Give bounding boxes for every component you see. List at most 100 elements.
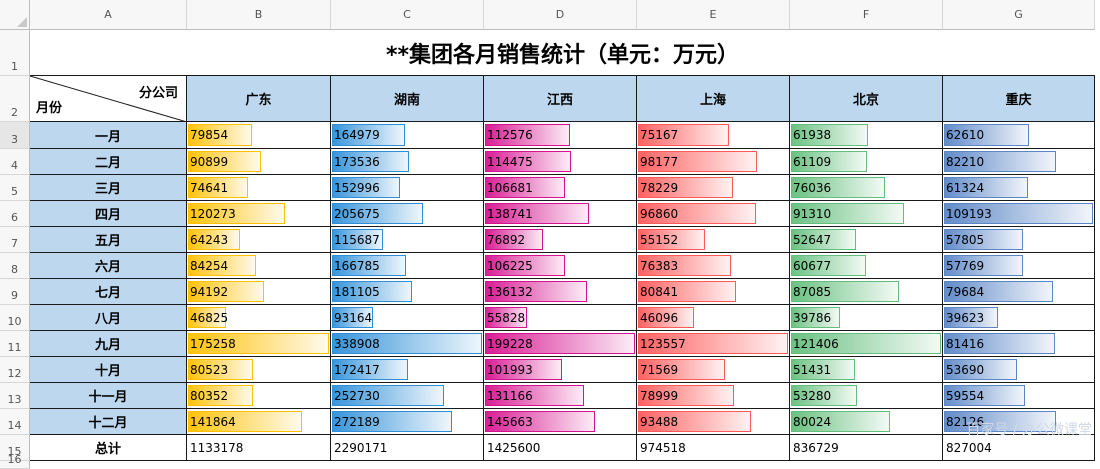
- sales-cell[interactable]: 57805: [943, 227, 1095, 253]
- row-header-11[interactable]: 11: [0, 331, 30, 357]
- month-label[interactable]: 七月: [30, 279, 187, 305]
- total-label[interactable]: 总计: [30, 435, 187, 461]
- row-header-6[interactable]: 6: [0, 201, 30, 227]
- sales-cell[interactable]: 61109: [790, 149, 943, 175]
- sales-cell[interactable]: 205675: [331, 201, 484, 227]
- sales-cell[interactable]: 173536: [331, 149, 484, 175]
- sales-cell[interactable]: 46096: [637, 305, 790, 331]
- total-value[interactable]: 974518: [637, 435, 790, 461]
- month-label[interactable]: 十月: [30, 357, 187, 383]
- sales-cell[interactable]: 61938: [790, 122, 943, 149]
- sales-cell[interactable]: 120273: [187, 201, 331, 227]
- sales-cell[interactable]: 164979: [331, 122, 484, 149]
- sales-cell[interactable]: 79854: [187, 122, 331, 149]
- month-label[interactable]: 四月: [30, 201, 187, 227]
- row-header-15[interactable]: 15: [0, 435, 30, 461]
- sales-cell[interactable]: 121406: [790, 331, 943, 357]
- sales-cell[interactable]: 78229: [637, 175, 790, 201]
- branch-header-5[interactable]: 北京: [790, 76, 943, 122]
- row-header-13[interactable]: 13: [0, 383, 30, 409]
- sales-cell[interactable]: 62610: [943, 122, 1095, 149]
- sales-cell[interactable]: 55828: [484, 305, 637, 331]
- row-header-10[interactable]: 10: [0, 305, 30, 331]
- sheet-title[interactable]: **集团各月销售统计（单元：万元）: [30, 30, 1095, 76]
- sales-cell[interactable]: 145663: [484, 409, 637, 435]
- sales-cell[interactable]: 59554: [943, 383, 1095, 409]
- month-label[interactable]: 十二月: [30, 409, 187, 435]
- sales-cell[interactable]: 90899: [187, 149, 331, 175]
- sales-cell[interactable]: 106681: [484, 175, 637, 201]
- total-value[interactable]: 827004: [943, 435, 1095, 461]
- sales-cell[interactable]: 131166: [484, 383, 637, 409]
- sales-cell[interactable]: 80352: [187, 383, 331, 409]
- sales-cell[interactable]: 199228: [484, 331, 637, 357]
- sales-cell[interactable]: 96860: [637, 201, 790, 227]
- row-header-2[interactable]: 2: [0, 76, 30, 122]
- sales-cell[interactable]: 51431: [790, 357, 943, 383]
- sales-cell[interactable]: 82126: [943, 409, 1095, 435]
- sales-cell[interactable]: 114475: [484, 149, 637, 175]
- sales-cell[interactable]: 61324: [943, 175, 1095, 201]
- select-all-corner[interactable]: [0, 0, 30, 30]
- sales-cell[interactable]: 94192: [187, 279, 331, 305]
- row-header-9[interactable]: 9: [0, 279, 30, 305]
- sales-cell[interactable]: 55152: [637, 227, 790, 253]
- sales-cell[interactable]: 39623: [943, 305, 1095, 331]
- month-label[interactable]: 九月: [30, 331, 187, 357]
- month-label[interactable]: 一月: [30, 122, 187, 149]
- month-label[interactable]: 八月: [30, 305, 187, 331]
- sales-cell[interactable]: 76383: [637, 253, 790, 279]
- row-header-5[interactable]: 5: [0, 175, 30, 201]
- sales-cell[interactable]: 252730: [331, 383, 484, 409]
- sales-cell[interactable]: 75167: [637, 122, 790, 149]
- sales-cell[interactable]: 181105: [331, 279, 484, 305]
- sales-cell[interactable]: 53690: [943, 357, 1095, 383]
- branch-header-1[interactable]: 广东: [187, 76, 331, 122]
- sales-cell[interactable]: 141864: [187, 409, 331, 435]
- branch-header-3[interactable]: 江西: [484, 76, 637, 122]
- sales-cell[interactable]: 112576: [484, 122, 637, 149]
- sales-cell[interactable]: 74641: [187, 175, 331, 201]
- row-header-7[interactable]: 7: [0, 227, 30, 253]
- month-label[interactable]: 五月: [30, 227, 187, 253]
- total-value[interactable]: 2290171: [331, 435, 484, 461]
- month-label[interactable]: 十一月: [30, 383, 187, 409]
- column-header-D[interactable]: D: [484, 0, 637, 30]
- sales-cell[interactable]: 109193: [943, 201, 1095, 227]
- sales-cell[interactable]: 64243: [187, 227, 331, 253]
- column-header-A[interactable]: A: [30, 0, 187, 30]
- sales-cell[interactable]: 76036: [790, 175, 943, 201]
- sales-cell[interactable]: 76892: [484, 227, 637, 253]
- sales-cell[interactable]: 93164: [331, 305, 484, 331]
- sales-cell[interactable]: 84254: [187, 253, 331, 279]
- sales-cell[interactable]: 79684: [943, 279, 1095, 305]
- sales-cell[interactable]: 80841: [637, 279, 790, 305]
- row-header-8[interactable]: 8: [0, 253, 30, 279]
- sales-cell[interactable]: 152996: [331, 175, 484, 201]
- sales-cell[interactable]: 338908: [331, 331, 484, 357]
- column-header-E[interactable]: E: [637, 0, 790, 30]
- row-header-1[interactable]: 1: [0, 30, 30, 76]
- sales-cell[interactable]: 101993: [484, 357, 637, 383]
- sales-cell[interactable]: 80523: [187, 357, 331, 383]
- sales-cell[interactable]: 46825: [187, 305, 331, 331]
- column-header-F[interactable]: F: [790, 0, 943, 30]
- branch-header-4[interactable]: 上海: [637, 76, 790, 122]
- row-header-4[interactable]: 4: [0, 149, 30, 175]
- sales-cell[interactable]: 98177: [637, 149, 790, 175]
- sales-cell[interactable]: 87085: [790, 279, 943, 305]
- sales-cell[interactable]: 166785: [331, 253, 484, 279]
- sales-cell[interactable]: 172417: [331, 357, 484, 383]
- diagonal-header-cell[interactable]: 分公司 月份: [30, 76, 187, 122]
- sales-cell[interactable]: 81416: [943, 331, 1095, 357]
- sales-cell[interactable]: 272189: [331, 409, 484, 435]
- sales-cell[interactable]: 115687: [331, 227, 484, 253]
- sales-cell[interactable]: 57769: [943, 253, 1095, 279]
- sales-cell[interactable]: 138741: [484, 201, 637, 227]
- sales-cell[interactable]: 52647: [790, 227, 943, 253]
- column-header-G[interactable]: G: [943, 0, 1095, 30]
- sales-cell[interactable]: 53280: [790, 383, 943, 409]
- month-label[interactable]: 六月: [30, 253, 187, 279]
- column-header-C[interactable]: C: [331, 0, 484, 30]
- row-header-14[interactable]: 14: [0, 409, 30, 435]
